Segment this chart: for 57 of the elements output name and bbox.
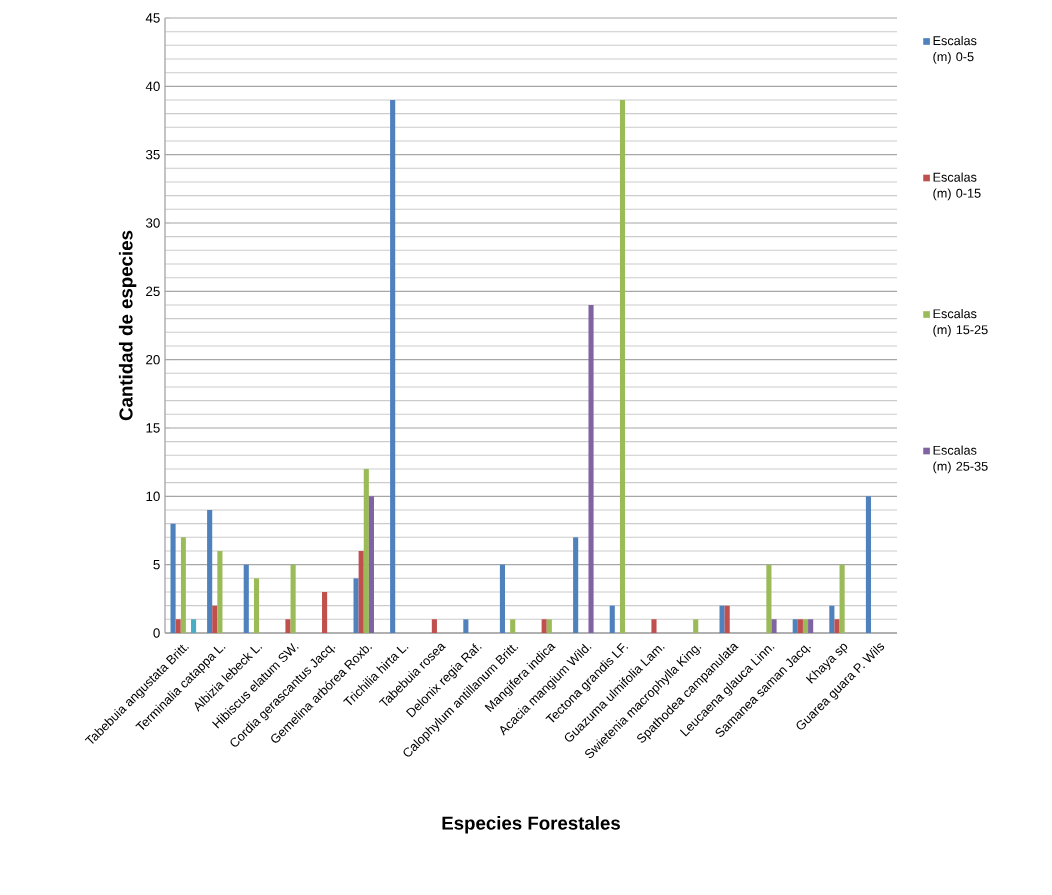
bar bbox=[175, 619, 181, 633]
bar bbox=[358, 550, 364, 633]
y-tick-label: 35 bbox=[145, 149, 160, 160]
y-tick-label: 10 bbox=[146, 491, 160, 502]
bar bbox=[792, 619, 798, 633]
bar bbox=[499, 564, 506, 633]
legend-label: Escalas (m) 0-5 bbox=[933, 35, 977, 64]
bar bbox=[180, 537, 186, 633]
bar bbox=[829, 605, 835, 633]
bar bbox=[771, 619, 777, 633]
bar bbox=[834, 619, 840, 633]
bar bbox=[541, 619, 547, 633]
bar bbox=[322, 591, 328, 633]
bar bbox=[217, 550, 223, 633]
bar bbox=[588, 304, 594, 633]
bar bbox=[431, 619, 437, 633]
legend-label: Escalas (m) 15-25 bbox=[933, 308, 988, 337]
y-tick-label: 15 bbox=[146, 423, 160, 433]
bar bbox=[619, 99, 626, 633]
bar bbox=[719, 605, 725, 633]
bar bbox=[212, 605, 218, 633]
bar bbox=[573, 537, 579, 633]
bar bbox=[865, 496, 872, 633]
y-tick-label: 0 bbox=[153, 628, 160, 638]
bar bbox=[724, 605, 730, 633]
bar bbox=[808, 619, 814, 633]
bar bbox=[609, 605, 615, 633]
x-axis-title: Especies Forestales bbox=[442, 816, 620, 834]
y-tick-label: 45 bbox=[145, 13, 160, 23]
bar bbox=[797, 619, 803, 633]
bar bbox=[546, 619, 552, 633]
bar bbox=[290, 564, 296, 633]
legend-label: Escalas (m) 0-15 bbox=[933, 172, 981, 201]
bar bbox=[207, 509, 213, 633]
legend-label: Escalas (m) 25-35 bbox=[933, 445, 988, 474]
bar bbox=[363, 468, 369, 633]
bar bbox=[190, 619, 197, 633]
bar bbox=[253, 578, 260, 633]
y-tick-label: 5 bbox=[153, 560, 160, 570]
y-tick-label: 30 bbox=[145, 218, 160, 228]
bar bbox=[463, 619, 469, 633]
y-axis-title: Cantidad de especies bbox=[118, 230, 137, 421]
bar bbox=[285, 619, 291, 633]
bar bbox=[766, 564, 772, 633]
bar bbox=[839, 564, 845, 633]
y-tick-label: 40 bbox=[145, 81, 160, 92]
y-tick-label: 25 bbox=[146, 286, 160, 297]
bar bbox=[693, 619, 699, 633]
bar bbox=[510, 619, 516, 633]
bar bbox=[368, 496, 374, 633]
y-tick-label: 20 bbox=[146, 354, 160, 365]
bar bbox=[170, 523, 176, 633]
bar bbox=[802, 619, 809, 633]
bar bbox=[651, 619, 657, 633]
bar bbox=[390, 99, 396, 633]
bar bbox=[243, 564, 249, 633]
bar bbox=[353, 578, 359, 633]
